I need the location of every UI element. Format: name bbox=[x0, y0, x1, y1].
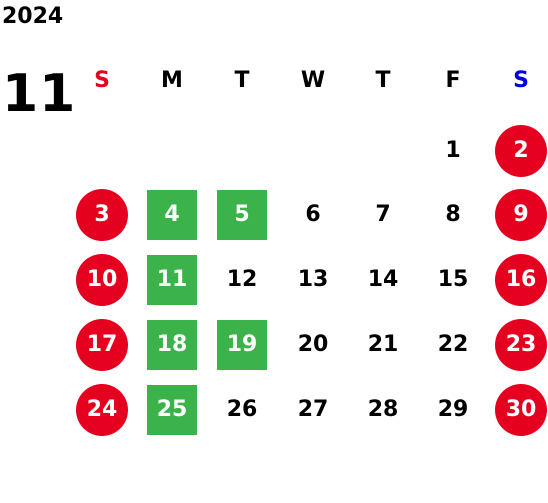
calendar-day-17[interactable]: 17 bbox=[76, 319, 128, 371]
weekday-header-row: S M T W T F S bbox=[0, 66, 548, 96]
calendar-day-26[interactable]: 26 bbox=[226, 397, 258, 422]
calendar-day-2[interactable]: 2 bbox=[495, 125, 547, 177]
calendar-day-7[interactable]: 7 bbox=[375, 202, 391, 227]
calendar-day-22[interactable]: 22 bbox=[437, 332, 469, 357]
calendar-day-25[interactable]: 25 bbox=[147, 385, 197, 435]
calendar-day-23[interactable]: 23 bbox=[495, 319, 547, 371]
calendar-day-3[interactable]: 3 bbox=[76, 189, 128, 241]
calendar-day-24[interactable]: 24 bbox=[76, 384, 128, 436]
calendar-day-4[interactable]: 4 bbox=[147, 190, 197, 240]
weekday-tuesday: T bbox=[234, 68, 250, 93]
calendar-day-16[interactable]: 16 bbox=[495, 254, 547, 306]
calendar-day-13[interactable]: 13 bbox=[297, 267, 329, 292]
calendar-day-8[interactable]: 8 bbox=[445, 202, 461, 227]
calendar-day-27[interactable]: 27 bbox=[297, 397, 329, 422]
calendar-day-11[interactable]: 11 bbox=[147, 255, 197, 305]
calendar-day-28[interactable]: 28 bbox=[367, 397, 399, 422]
calendar-day-15[interactable]: 15 bbox=[437, 267, 469, 292]
calendar-day-1[interactable]: 1 bbox=[445, 138, 461, 163]
calendar-day-30[interactable]: 30 bbox=[495, 384, 547, 436]
calendar-day-29[interactable]: 29 bbox=[437, 397, 469, 422]
weekday-friday: F bbox=[445, 68, 461, 93]
weekday-saturday: S bbox=[513, 68, 529, 93]
calendar-day-21[interactable]: 21 bbox=[367, 332, 399, 357]
calendar-day-12[interactable]: 12 bbox=[226, 267, 258, 292]
calendar-day-6[interactable]: 6 bbox=[305, 202, 321, 227]
weekday-sunday: S bbox=[94, 68, 110, 93]
calendar-day-20[interactable]: 20 bbox=[297, 332, 329, 357]
weekday-thursday: T bbox=[375, 68, 391, 93]
calendar-day-14[interactable]: 14 bbox=[367, 267, 399, 292]
weekday-monday: M bbox=[161, 68, 183, 93]
calendar-day-10[interactable]: 10 bbox=[76, 254, 128, 306]
calendar-day-5[interactable]: 5 bbox=[217, 190, 267, 240]
calendar-month: 11 bbox=[2, 64, 77, 124]
calendar-day-18[interactable]: 18 bbox=[147, 320, 197, 370]
calendar-day-19[interactable]: 19 bbox=[217, 320, 267, 370]
calendar-day-9[interactable]: 9 bbox=[495, 189, 547, 241]
weekday-wednesday: W bbox=[300, 68, 326, 93]
calendar-year: 2024 bbox=[2, 4, 64, 29]
